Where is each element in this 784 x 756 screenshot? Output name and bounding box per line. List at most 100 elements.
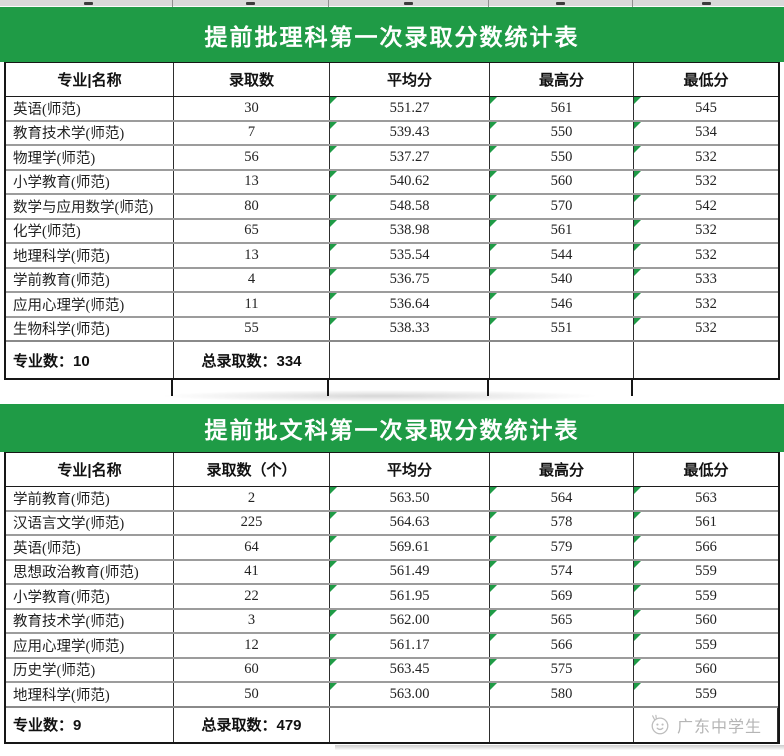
cropped-text-mark: [404, 2, 413, 5]
major-name-cell: 应用心理学(师范): [6, 634, 174, 657]
cropped-text-mark: [84, 2, 93, 5]
empty-cell: [634, 707, 778, 742]
highest-score-cell: 544: [490, 244, 634, 267]
average-score-cell: 539.43: [330, 121, 490, 144]
column-header-lowest: 最低分: [683, 462, 729, 479]
table-row: 应用心理学(师范) 11 536.64 546 532: [6, 293, 778, 318]
science-table-grid: 专业|名称 录取数 平均分 最高分 最低分 英语(师范) 30 551.27 5…: [4, 62, 780, 380]
major-name-cell: 化学(师范): [6, 219, 174, 242]
table-row: 汉语言文学(师范) 225 564.63 578 561: [6, 511, 778, 536]
highest-score-cell: 570: [490, 195, 634, 218]
column-header-admitted: 录取数（个）: [174, 453, 330, 486]
lowest-score-cell: 559: [634, 585, 778, 608]
average-score-cell: 538.33: [330, 317, 490, 340]
table-row: 数学与应用数学(师范) 80 548.58 570 542: [6, 195, 778, 220]
lowest-score-cell: 560: [634, 609, 778, 633]
average-score-cell: 562.00: [330, 609, 490, 632]
arts-table-body: 学前教育(师范) 2 563.50 564 563 汉语言文学(师范) 225 …: [6, 487, 778, 708]
major-name-cell: 英语(师范): [6, 536, 174, 559]
major-name-cell: 小学教育(师范): [6, 170, 174, 193]
admitted-count-cell: 11: [174, 293, 330, 316]
lowest-score-cell: 532: [634, 170, 778, 194]
major-name-cell: 数学与应用数学(师范): [6, 195, 174, 218]
average-score-cell: 561.95: [330, 585, 490, 608]
gridline-tick: [328, 0, 329, 7]
table-row: 地理科学(师范) 13 535.54 544 532: [6, 244, 778, 269]
lowest-score-cell: 532: [634, 146, 778, 169]
table-row: 小学教育(师范) 22 561.95 569 559: [6, 585, 778, 610]
average-score-cell: 536.75: [330, 268, 490, 291]
admitted-count-cell: 7: [174, 121, 330, 144]
column-border-stub: [327, 380, 329, 396]
major-name-cell: 学前教育(师范): [6, 487, 174, 510]
table-row: 小学教育(师范) 13 540.62 560 532: [6, 170, 778, 195]
top-gridline-strip: [0, 0, 784, 7]
empty-cell: [330, 707, 490, 742]
highest-score-cell: 561: [490, 97, 634, 120]
arts-header-row: 专业|名称 录取数（个） 平均分 最高分 最低分: [6, 453, 778, 487]
average-score-cell: 569.61: [330, 536, 490, 559]
empty-cell: [490, 342, 634, 378]
average-score-cell: 561.17: [330, 634, 490, 657]
highest-score-cell: 574: [490, 560, 634, 583]
table-row: 英语(师范) 30 551.27 561 545: [6, 97, 778, 122]
highest-score-cell: 550: [490, 121, 634, 144]
admitted-count-cell: 3: [174, 609, 330, 632]
lowest-score-cell: 532: [634, 317, 778, 341]
column-border-stub: [487, 380, 489, 396]
lowest-score-cell: 532: [634, 293, 778, 316]
arts-table-grid: 专业|名称 录取数（个） 平均分 最高分 最低分 学前教育(师范) 2 563.…: [4, 452, 780, 744]
column-header-highest: 最高分: [490, 63, 634, 96]
admitted-count-cell: 12: [174, 634, 330, 657]
admitted-count-cell: 13: [174, 170, 330, 193]
average-score-cell: 561.49: [330, 560, 490, 583]
average-score-cell: 548.58: [330, 195, 490, 218]
highest-score-cell: 560: [490, 170, 634, 193]
lowest-score-cell: 559: [634, 683, 778, 706]
table-row: 应用心理学(师范) 12 561.17 566 559: [6, 634, 778, 659]
lowest-score-cell: 559: [634, 634, 778, 657]
major-name-cell: 汉语言文学(师范): [6, 511, 174, 534]
column-header-major: 专业|名称: [6, 63, 174, 96]
admitted-count-cell: 225: [174, 511, 330, 534]
admitted-count-cell: 56: [174, 146, 330, 169]
major-name-cell: 地理科学(师范): [6, 244, 174, 267]
highest-score-cell: 565: [490, 609, 634, 632]
lowest-score-cell: 534: [634, 121, 778, 145]
table-row: 英语(师范) 64 569.61 579 566: [6, 536, 778, 561]
major-name-cell: 思想政治教育(师范): [6, 560, 174, 583]
average-score-cell: 563.45: [330, 658, 490, 681]
lowest-score-cell: 532: [634, 244, 778, 267]
lowest-score-cell: 560: [634, 658, 778, 682]
column-header-average: 平均分: [330, 453, 490, 486]
highest-score-cell: 566: [490, 634, 634, 657]
lowest-score-cell: 559: [634, 560, 778, 584]
science-table-title-banner: 提前批理科第一次录取分数统计表: [0, 7, 784, 62]
column-header-major: 专业|名称: [6, 453, 174, 486]
lowest-score-cell: 542: [634, 195, 778, 218]
arts-score-table: 提前批文科第一次录取分数统计表 专业|名称 录取数（个） 平均分 最高分 最低分…: [0, 404, 784, 744]
admitted-count-cell: 55: [174, 317, 330, 340]
highest-score-cell: 551: [490, 317, 634, 340]
table-gap: [0, 380, 784, 404]
science-table-body: 英语(师范) 30 551.27 561 545 教育技术学(师范) 7 539…: [6, 97, 778, 342]
table-row: 物理学(师范) 56 537.27 550 532: [6, 146, 778, 171]
column-header-highest: 最高分: [490, 453, 634, 486]
major-name-cell: 教育技术学(师范): [6, 121, 174, 144]
gridline-tick: [172, 0, 173, 7]
highest-score-cell: 569: [490, 585, 634, 608]
major-name-cell: 物理学(师范): [6, 146, 174, 169]
empty-cell: [634, 342, 778, 378]
highest-score-cell: 546: [490, 293, 634, 316]
table-row: 地理科学(师范) 50 563.00 580 559: [6, 683, 778, 708]
admitted-count-cell: 80: [174, 195, 330, 218]
highest-score-cell: 579: [490, 536, 634, 559]
highest-score-cell: 564: [490, 487, 634, 510]
bottom-strip: [0, 743, 784, 755]
science-summary-row: 专业数：10 总录取数：334: [6, 342, 778, 378]
admitted-count-cell: 30: [174, 97, 330, 120]
major-name-cell: 应用心理学(师范): [6, 293, 174, 316]
admitted-count-cell: 60: [174, 658, 330, 681]
cropped-text-mark: [556, 2, 565, 5]
major-name-cell: 英语(师范): [6, 97, 174, 120]
